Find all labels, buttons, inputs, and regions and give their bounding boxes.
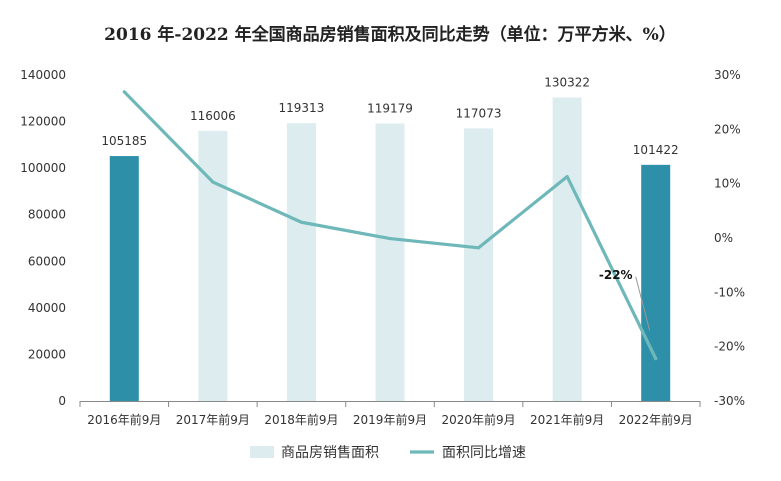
right-tick-label: -20% <box>714 340 745 354</box>
right-tick-label: 20% <box>714 122 741 136</box>
legend-swatch-bar <box>250 446 274 458</box>
category-label: 2020年前9月 <box>441 412 515 427</box>
bar <box>109 156 139 401</box>
bar <box>286 123 316 402</box>
bar-data-label: 117073 <box>456 106 502 120</box>
category-label: 2017年前9月 <box>176 412 250 427</box>
right-tick-label: -30% <box>714 394 745 408</box>
bar <box>641 164 671 401</box>
category-label: 2018年前9月 <box>264 412 338 427</box>
category-label: 2022年前9月 <box>619 412 693 427</box>
bar <box>375 123 405 401</box>
legend-label: 商品房销售面积 <box>281 445 379 461</box>
bar-data-label: 101422 <box>633 143 679 157</box>
left-tick-label: 20000 <box>28 347 66 361</box>
line-point <box>299 220 303 224</box>
bar-data-label: 105185 <box>101 134 147 148</box>
annotation-label: -22% <box>599 268 633 282</box>
category-label: 2021年前9月 <box>530 412 604 427</box>
right-tick-label: 0% <box>714 231 733 245</box>
category-label: 2019年前9月 <box>353 412 427 427</box>
right-axis: -30% -20% -10% 0% 10% 20% 30% <box>714 68 745 408</box>
right-tick-label: 10% <box>714 177 741 191</box>
left-axis: 0 20000 40000 60000 80000 100000 120000 140000 <box>20 68 66 408</box>
bar-data-label: 119313 <box>279 101 325 115</box>
line-series <box>122 90 658 361</box>
bar-data-label: 119179 <box>367 101 413 115</box>
right-tick-label: -10% <box>714 285 745 299</box>
line-point <box>654 357 658 361</box>
right-tick-label: 30% <box>714 68 741 82</box>
bar <box>198 130 228 401</box>
chart-title: 2016 年-2022 年全国商品房销售面积及同比走势（单位：万平方米、%） <box>104 24 676 45</box>
line-point <box>388 237 392 241</box>
category-axis: 2016年前9月 2017年前9月 2018年前9月 2019年前9月 2020年前9月… <box>79 401 701 427</box>
data-labels: 105185 116006 119313 119179 117073 130322 1014… <box>101 76 679 331</box>
bar-data-label: 130322 <box>544 76 590 90</box>
category-label: 2016年前9月 <box>87 412 161 427</box>
annotation-leader <box>635 276 651 331</box>
left-tick-label: 40000 <box>28 301 66 315</box>
left-tick-label: 60000 <box>28 254 66 268</box>
bar <box>464 128 494 402</box>
left-tick-label: 140000 <box>20 68 66 82</box>
left-tick-label: 120000 <box>20 115 66 129</box>
line-point <box>477 246 481 250</box>
line-point <box>211 180 215 184</box>
bar-series <box>109 97 671 402</box>
line-point <box>565 175 569 179</box>
legend-label: 面积同比增速 <box>442 445 526 461</box>
left-tick-label: 0 <box>58 394 66 408</box>
bar-data-label: 116006 <box>190 109 236 123</box>
bar <box>552 97 582 401</box>
legend: 商品房销售面积 面积同比增速 <box>250 445 526 461</box>
left-tick-label: 100000 <box>20 161 66 175</box>
left-tick-label: 80000 <box>28 208 66 222</box>
line-point <box>122 90 126 94</box>
